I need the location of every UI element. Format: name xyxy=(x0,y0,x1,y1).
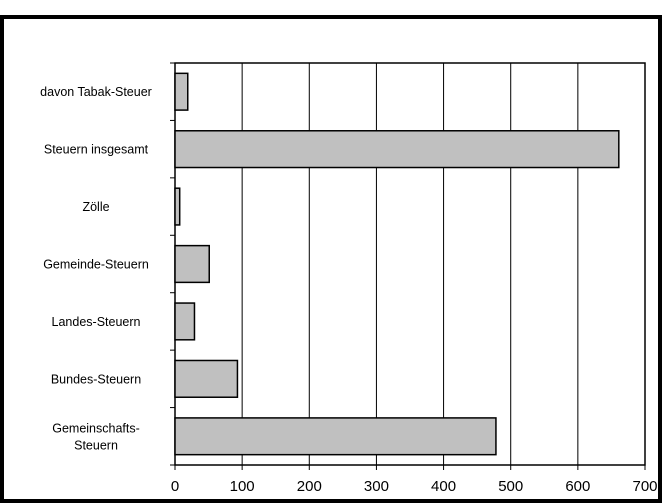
bars xyxy=(174,72,620,456)
x-tick-label-400: 400 xyxy=(431,478,456,495)
axes xyxy=(170,62,646,470)
x-tick-label-600: 600 xyxy=(565,478,590,495)
category-label-3: Zölle xyxy=(82,200,109,214)
bar-4 xyxy=(174,244,210,284)
category-label-7-line-1: Gemeinschafts- xyxy=(52,421,140,435)
x-tick-label-200: 200 xyxy=(297,478,322,495)
bar-5 xyxy=(174,302,196,341)
category-label-6: Bundes-Steuern xyxy=(51,372,141,386)
x-tick-label-300: 300 xyxy=(364,478,389,495)
category-label-4: Gemeinde-Steuern xyxy=(43,258,149,272)
x-tick-label-500: 500 xyxy=(498,478,523,495)
x-tick-label-100: 100 xyxy=(230,478,255,495)
bar-7 xyxy=(174,417,497,456)
gridlines xyxy=(241,63,579,465)
category-label-1: davon Tabak-Steuer xyxy=(40,85,152,99)
bar-2 xyxy=(174,130,620,169)
x-tick-label-700: 700 xyxy=(632,478,657,495)
category-label-7-line-2: Steuern xyxy=(74,438,118,452)
category-labels: davon Tabak-Steuer Steuern insgesamt Zölle… xyxy=(40,85,152,452)
bar-1 xyxy=(174,72,189,111)
category-label-2: Steuern insgesamt xyxy=(44,143,149,157)
category-label-5: Landes-Steuern xyxy=(52,315,141,329)
plot-area xyxy=(174,62,646,466)
bar-6 xyxy=(174,359,239,398)
tick-labels: 0 100 200 300 400 500 600 700 xyxy=(171,478,658,495)
bar-3 xyxy=(174,187,181,226)
x-tick-label-0: 0 xyxy=(171,478,179,495)
